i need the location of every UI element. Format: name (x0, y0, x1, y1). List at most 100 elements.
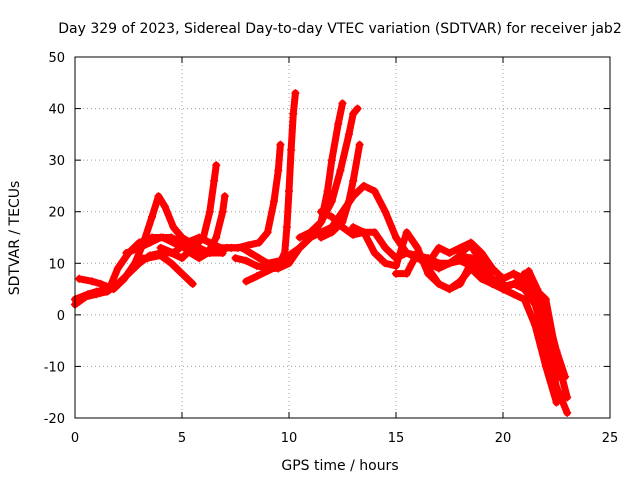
y-tick-label: -10 (44, 360, 65, 375)
data-point (434, 279, 443, 288)
series-track (456, 241, 560, 406)
data-point (317, 218, 326, 227)
data-point (353, 104, 362, 113)
series-sat-m (392, 248, 572, 417)
data-point (306, 228, 315, 237)
data-point (96, 279, 105, 288)
data-point (113, 264, 122, 273)
data-point (327, 228, 336, 237)
data-point (205, 238, 214, 247)
data-point (291, 89, 300, 98)
data-point (381, 259, 390, 268)
data-point (488, 264, 497, 273)
x-tick-label: 15 (388, 431, 405, 446)
series-sat-c (75, 192, 227, 294)
data-point (227, 243, 236, 252)
data-point (83, 290, 92, 299)
data-point (456, 248, 465, 257)
y-tick-label: 30 (48, 154, 65, 169)
data-point (195, 233, 204, 242)
x-tick-label: 5 (178, 431, 186, 446)
data-point (120, 274, 129, 283)
series-sat-i (295, 104, 362, 242)
data-point (88, 277, 97, 286)
data-point (520, 295, 529, 304)
data-point (218, 207, 227, 216)
axis-ticks (74, 56, 611, 419)
series-layer (71, 89, 572, 417)
data-point (355, 140, 364, 149)
data-point (178, 254, 186, 263)
data-point (327, 212, 336, 221)
data-point (203, 248, 212, 257)
data-point (541, 305, 550, 314)
data-point (75, 274, 84, 283)
x-tick-label: 20 (495, 431, 512, 446)
data-point (336, 166, 345, 175)
data-point (135, 243, 144, 252)
data-point (402, 228, 411, 237)
data-point (287, 145, 296, 154)
data-point (349, 223, 358, 232)
data-point (156, 243, 165, 252)
data-point (524, 267, 533, 276)
data-point (270, 197, 279, 206)
data-point (359, 181, 368, 190)
y-axis-label: SDTVAR / TECUs (7, 181, 23, 296)
data-point (349, 230, 358, 239)
data-point (370, 248, 379, 257)
data-point (466, 241, 475, 250)
data-point (334, 120, 343, 129)
data-point (434, 264, 443, 273)
data-point (156, 251, 165, 260)
y-tick-label: -20 (44, 412, 65, 427)
x-tick-label: 0 (71, 431, 79, 446)
series-sat-e (135, 251, 197, 288)
data-point (344, 130, 353, 139)
data-point (381, 243, 390, 252)
data-point (167, 259, 176, 268)
series-track (317, 141, 364, 241)
data-point (220, 192, 229, 201)
data-point (169, 223, 178, 232)
data-point (466, 264, 475, 273)
data-point (156, 233, 165, 242)
series-sat-r (524, 267, 570, 381)
data-point (274, 166, 283, 175)
data-point (231, 254, 240, 263)
data-point (499, 274, 507, 283)
data-point (130, 259, 139, 268)
x-tick-labels: 0 5 10 15 20 25 (71, 431, 618, 446)
x-tick-label: 25 (602, 431, 619, 446)
data-point (413, 248, 422, 257)
data-point (285, 259, 293, 268)
data-point (295, 233, 304, 242)
data-point (392, 261, 400, 270)
data-point (109, 285, 118, 294)
data-point (252, 261, 261, 270)
data-point (381, 207, 390, 216)
data-point (456, 256, 465, 265)
data-point (242, 256, 251, 265)
data-point (255, 238, 264, 247)
series-track (122, 192, 229, 262)
data-point (359, 228, 368, 237)
data-point (323, 187, 332, 196)
data-point (445, 259, 454, 268)
data-point (477, 274, 486, 283)
data-point (509, 279, 518, 288)
data-point (212, 233, 221, 242)
data-point (477, 259, 486, 268)
series-sat-o (456, 241, 561, 407)
data-point (186, 248, 195, 257)
data-point (509, 290, 518, 299)
data-point (563, 408, 572, 417)
data-point (392, 233, 400, 242)
data-point (370, 228, 379, 237)
data-point (295, 243, 304, 252)
data-point (289, 109, 298, 118)
data-point (531, 321, 540, 330)
data-point (541, 362, 550, 371)
data-point (499, 285, 507, 294)
data-point (488, 274, 497, 283)
